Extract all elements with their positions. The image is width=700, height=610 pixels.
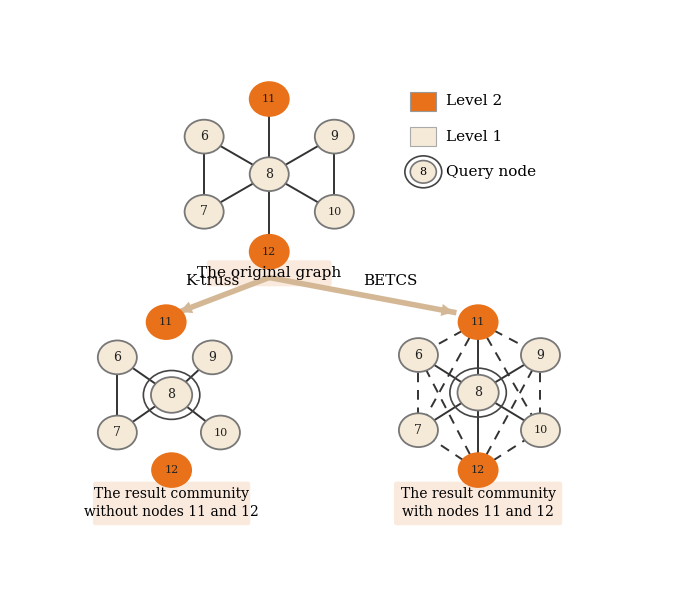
Circle shape bbox=[185, 195, 224, 229]
Circle shape bbox=[315, 120, 354, 154]
Text: 8: 8 bbox=[265, 168, 273, 181]
Circle shape bbox=[151, 377, 192, 413]
Circle shape bbox=[193, 340, 232, 375]
Circle shape bbox=[458, 375, 498, 411]
Text: 11: 11 bbox=[471, 317, 485, 327]
Text: 6: 6 bbox=[113, 351, 121, 364]
Text: 12: 12 bbox=[164, 465, 178, 475]
Text: 9: 9 bbox=[330, 130, 338, 143]
Text: Query node: Query node bbox=[446, 165, 536, 179]
Text: K-truss: K-truss bbox=[185, 274, 239, 288]
Circle shape bbox=[98, 340, 137, 375]
Circle shape bbox=[250, 82, 289, 116]
Circle shape bbox=[315, 195, 354, 229]
Text: 8: 8 bbox=[474, 386, 482, 399]
Circle shape bbox=[146, 305, 186, 339]
Text: 8: 8 bbox=[167, 389, 176, 401]
Circle shape bbox=[152, 453, 191, 487]
Circle shape bbox=[399, 413, 438, 447]
Text: 10: 10 bbox=[214, 428, 228, 437]
Text: The result community
without nodes 11 and 12: The result community without nodes 11 an… bbox=[84, 487, 259, 519]
Text: 11: 11 bbox=[159, 317, 174, 327]
FancyBboxPatch shape bbox=[394, 482, 562, 525]
Circle shape bbox=[250, 157, 289, 191]
Text: The original graph: The original graph bbox=[197, 266, 342, 280]
Text: 9: 9 bbox=[536, 348, 545, 362]
FancyBboxPatch shape bbox=[207, 260, 332, 286]
Circle shape bbox=[410, 160, 436, 183]
Text: Level 2: Level 2 bbox=[446, 95, 503, 109]
Text: 7: 7 bbox=[200, 205, 208, 218]
Text: 9: 9 bbox=[209, 351, 216, 364]
Circle shape bbox=[521, 338, 560, 372]
Text: 10: 10 bbox=[327, 207, 342, 217]
Text: BETCS: BETCS bbox=[363, 274, 417, 288]
Text: 8: 8 bbox=[420, 167, 427, 177]
Circle shape bbox=[458, 305, 498, 339]
Text: Level 1: Level 1 bbox=[446, 129, 503, 143]
Text: 10: 10 bbox=[533, 425, 547, 435]
Circle shape bbox=[521, 413, 560, 447]
Text: 7: 7 bbox=[414, 424, 422, 437]
Text: 11: 11 bbox=[262, 94, 276, 104]
Bar bbox=[410, 127, 436, 146]
Text: 6: 6 bbox=[414, 348, 422, 362]
Circle shape bbox=[185, 120, 224, 154]
Text: 6: 6 bbox=[200, 130, 208, 143]
Text: 12: 12 bbox=[471, 465, 485, 475]
Circle shape bbox=[201, 415, 240, 450]
Circle shape bbox=[250, 235, 289, 268]
Circle shape bbox=[458, 453, 498, 487]
Text: 7: 7 bbox=[113, 426, 121, 439]
Bar bbox=[410, 92, 436, 111]
Circle shape bbox=[98, 415, 137, 450]
FancyBboxPatch shape bbox=[93, 482, 251, 525]
Circle shape bbox=[399, 338, 438, 372]
Text: 12: 12 bbox=[262, 246, 276, 257]
Text: The result community
with nodes 11 and 12: The result community with nodes 11 and 1… bbox=[400, 487, 556, 519]
